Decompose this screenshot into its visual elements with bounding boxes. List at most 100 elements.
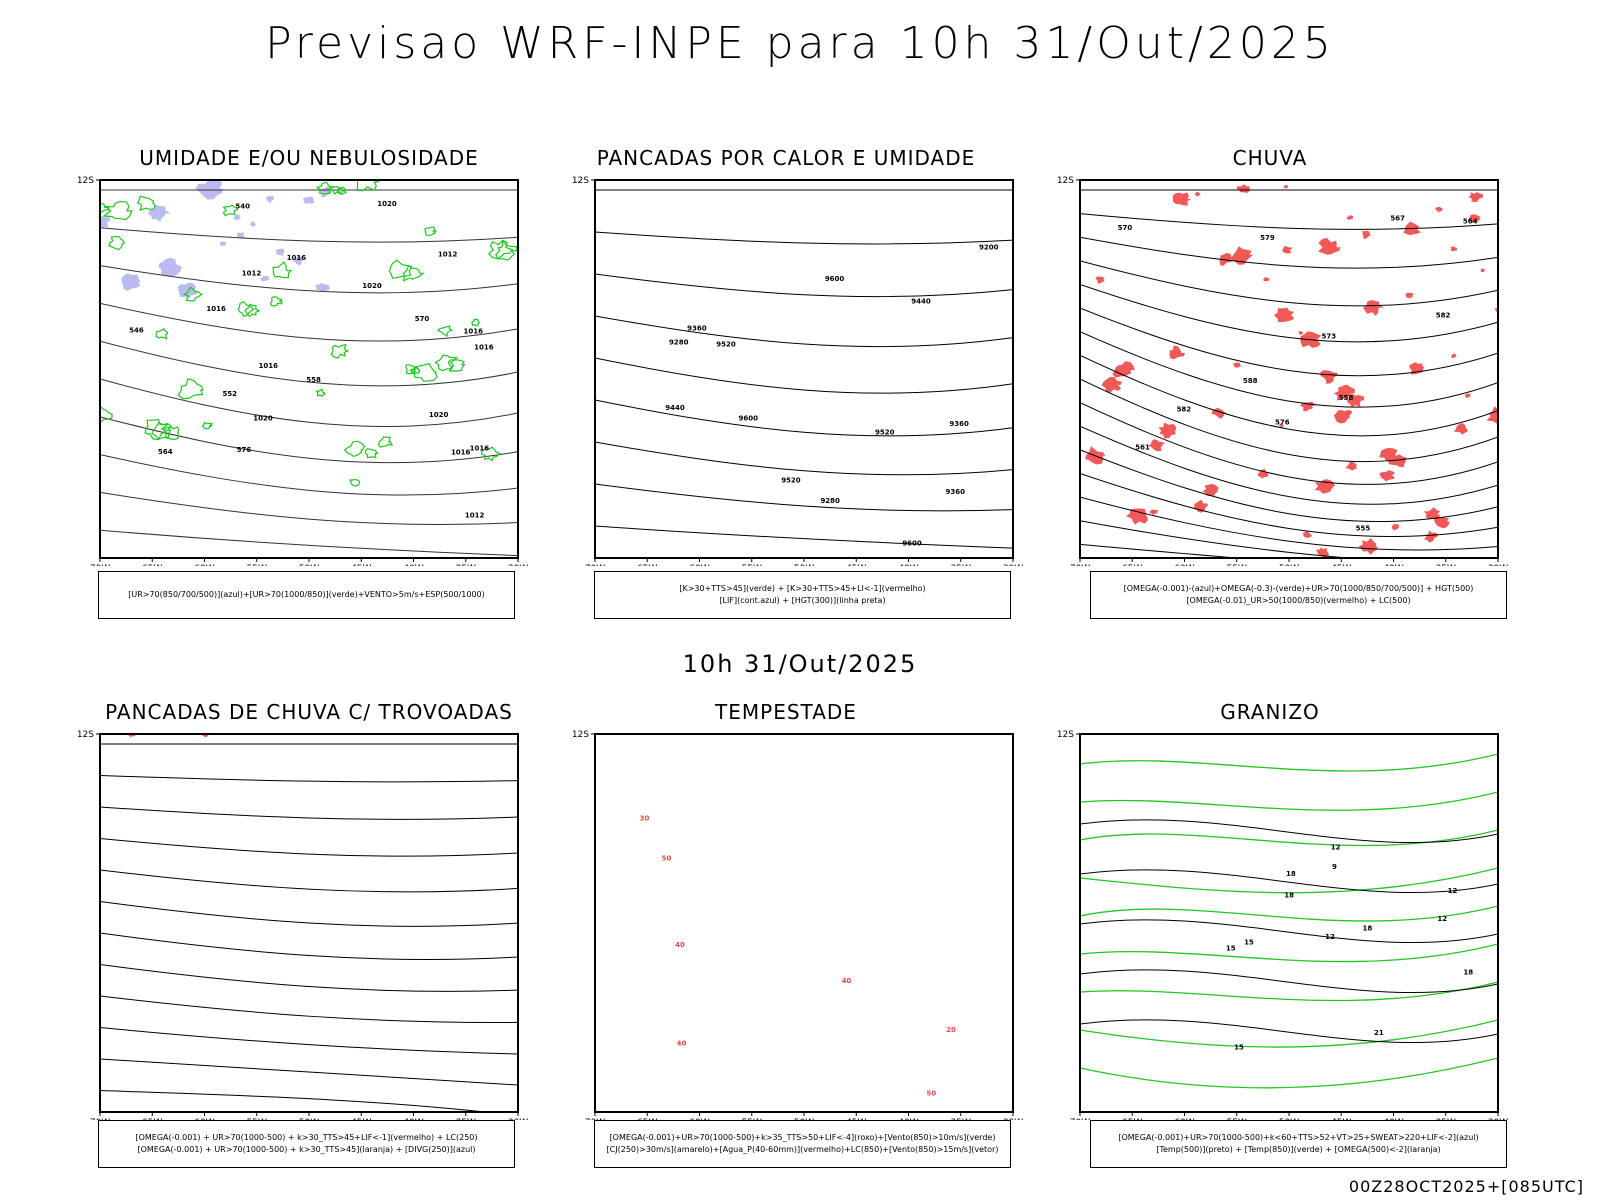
streamline [100, 529, 518, 557]
legend-line: [LIF](cont.azul) + [HGT(300)](linha pret… [719, 596, 886, 605]
humidity-contour [495, 239, 518, 261]
contour-label: 582 [1436, 311, 1451, 319]
contour-label: 50 [662, 855, 672, 863]
humidity-contour [402, 264, 425, 282]
rain-red-patch [1451, 353, 1457, 359]
plot-frame [1079, 179, 1499, 559]
lon-label: 60W [194, 1118, 214, 1120]
temp850-line [1080, 943, 1498, 963]
legend-line: [K>30+TTS>45](verde) + [K>30+TTS>45+LI<-… [679, 584, 926, 593]
thunder-red-patch [245, 730, 254, 731]
rain-red-patch [1101, 376, 1123, 393]
plot-area: 50 40 40 30 20 50 40 [605, 734, 956, 1098]
legend-line: [OMEGA(-0.001)+UR>70(1000-500)+k<60+TTS>… [1118, 1133, 1479, 1142]
rain-red-patch [1302, 531, 1312, 539]
temp500-line [1080, 919, 1498, 944]
temp500-line [1080, 819, 1498, 844]
humidity-contour [177, 377, 204, 400]
contour-label: 9360 [946, 488, 966, 496]
rain-red-patch [1202, 483, 1219, 497]
humidity-patches-patch [100, 215, 111, 229]
streamline [595, 525, 1013, 549]
lon-label: 50W [299, 564, 319, 566]
contour-label: 15 [1226, 945, 1236, 953]
contour-label: 12 [1448, 887, 1458, 895]
contour-label: 540 [235, 202, 250, 210]
plot-area: 9600 9520 9600 9440 9360 9520 9440 9360 9280 9360… [595, 180, 1013, 549]
lon-label: 55W [247, 564, 267, 566]
humidity-contour [269, 296, 283, 307]
streamline [595, 483, 1013, 512]
contour-label: 1020 [429, 411, 449, 419]
rain-red-patch [1126, 508, 1148, 525]
contour-label: 570 [1118, 224, 1133, 232]
rain-red-patch [1347, 393, 1365, 408]
panel-title-granizo: GRANIZO [1220, 700, 1320, 724]
streamline [100, 901, 518, 927]
lon-label: 30W [508, 564, 528, 566]
streamline [100, 491, 518, 526]
contour-label: 576 [237, 446, 252, 454]
lon-label: 60W [689, 1118, 709, 1120]
humidity-contour [471, 318, 480, 327]
contour-label: 9360 [687, 324, 707, 332]
legend-line: [OMEGA(-0.01)_UR>50(1000/850)(vermelho) … [1186, 596, 1411, 605]
plot-area: 15 18 12 12 15 18 12 15 18 21 18 12 9 [1080, 734, 1498, 1089]
panel-title-tempestade: TEMPESTADE [715, 700, 857, 724]
streamlines [595, 189, 1013, 549]
contour-label: 9360 [949, 420, 969, 428]
streamline [1080, 473, 1498, 538]
rain-red-patch [1273, 307, 1295, 323]
rain-red-patch [1298, 331, 1304, 335]
legend-line: [UR>70(850/700/500)](azul)+[UR>70(1000/8… [128, 590, 485, 599]
contour-label: 1016 [474, 344, 494, 352]
lon-label: 55W [742, 564, 762, 566]
lon-label: 70W [1070, 564, 1090, 566]
rain-red-patch [1194, 191, 1201, 197]
lon-label: 35W [1436, 1118, 1456, 1120]
humidity-contour [100, 201, 110, 213]
streamlines [100, 743, 518, 1112]
thunder-red-patch [246, 730, 254, 733]
map-pancadas-calor: 9600 9520 9600 9440 9360 9520 9440 9360 9280 9360… [572, 176, 1023, 566]
streamline [1080, 378, 1498, 463]
lon-label: 45W [351, 564, 371, 566]
streamline [100, 227, 518, 243]
humidity-contour [377, 436, 394, 448]
humidity-patches-patch [121, 273, 141, 291]
lat-label: 12S [572, 176, 589, 186]
streamline [1080, 449, 1498, 523]
rain-red-patch [1346, 215, 1354, 221]
contour-label: 9440 [911, 298, 931, 306]
lon-label: 40W [403, 1118, 423, 1120]
humidity-patches-patch [303, 196, 315, 204]
rain-red-patch [1363, 300, 1384, 316]
streamlines [1080, 189, 1498, 558]
contour-labels: 15 18 12 12 15 18 12 15 18 21 18 12 9 [1226, 844, 1473, 1052]
lon-label: 30W [508, 1118, 528, 1120]
lon-label: 45W [1331, 564, 1351, 566]
lon-label: 50W [1279, 564, 1299, 566]
contour-label: 1016 [206, 305, 226, 313]
contour-label: 1016 [451, 449, 471, 457]
rain-red-patch [1468, 192, 1484, 202]
contour-label: 1016 [463, 328, 483, 336]
lon-label: 65W [142, 564, 162, 566]
contour-label: 546 [129, 326, 144, 334]
humidity-patches-patch [219, 241, 227, 247]
temp850-line [1080, 829, 1498, 847]
rain-red-patch [1257, 468, 1269, 479]
temp500-line [1080, 969, 1498, 994]
lon-label: 60W [689, 564, 709, 566]
streamline [100, 964, 518, 992]
humidity-contour [388, 259, 413, 279]
lat-label: 12S [572, 730, 589, 740]
contour-label: 40 [842, 977, 852, 985]
map-tempestade: 5040403020504012S15S18S21S24S27S30S33S36… [572, 730, 1023, 1120]
humidity-contour [330, 343, 349, 359]
humidity-contour [144, 418, 170, 441]
lon-label: 60W [1174, 1118, 1194, 1120]
mid-timestamp: 10h 31/Out/2025 [682, 650, 918, 678]
legend-pancadas-calor: [K>30+TTS>45](verde) + [K>30+TTS>45+LI<-… [594, 571, 1011, 619]
humidity-contour [151, 421, 172, 440]
